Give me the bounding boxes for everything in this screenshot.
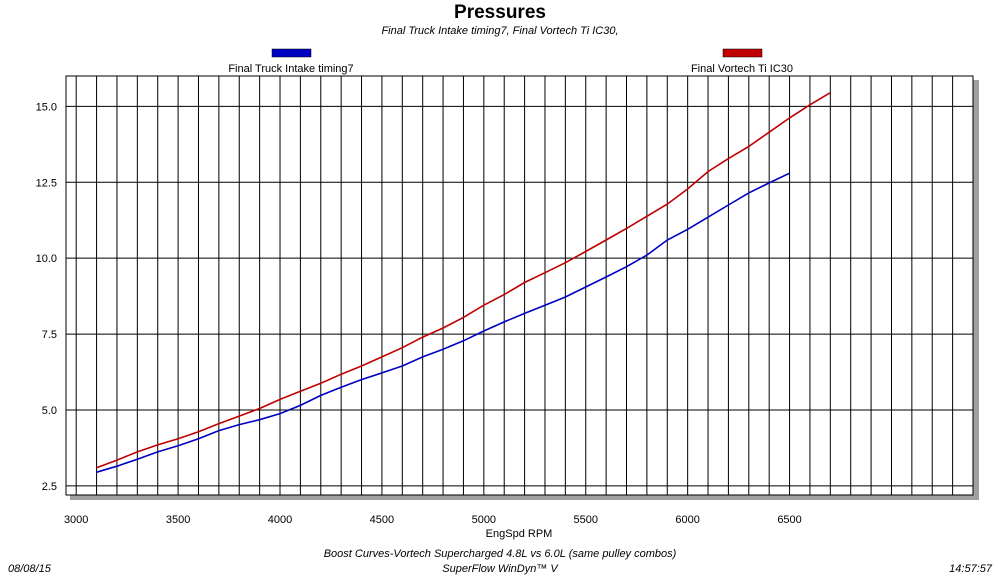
chart-title: Pressures — [454, 2, 546, 23]
x-tick-label: 4500 — [370, 514, 394, 526]
y-tick-label: 5.0 — [42, 405, 57, 417]
legend: Final Truck Intake timing7 Final Vortech… — [228, 48, 793, 75]
footer-time: 14:57:57 — [949, 563, 993, 575]
y-tick-label: 15.0 — [36, 101, 57, 113]
horizontal-gridlines — [66, 105, 973, 487]
x-tick-label: 3500 — [166, 514, 190, 526]
chart-subtitle: Final Truck Intake timing7, Final Vortec… — [381, 25, 618, 37]
footer-caption: Boost Curves-Vortech Supercharged 4.8L v… — [324, 548, 677, 560]
x-tick-label: 5000 — [472, 514, 496, 526]
y-tick-label: 7.5 — [42, 329, 57, 341]
y-tick-labels: 2.5 5.0 7.5 10.0 12.5 15.0 — [36, 101, 57, 493]
x-tick-label: 6000 — [675, 514, 699, 526]
x-tick-label: 3000 — [64, 514, 88, 526]
y-tick-label: 12.5 — [36, 177, 57, 189]
legend-swatch-blue — [271, 48, 312, 58]
x-tick-label: 5500 — [573, 514, 597, 526]
y-tick-label: 10.0 — [36, 253, 57, 265]
legend-label-series-1: Final Truck Intake timing7 — [228, 63, 353, 75]
x-tick-label: 6500 — [777, 514, 801, 526]
footer-software: SuperFlow WinDyn™ V — [442, 563, 559, 575]
series-lines — [96, 92, 831, 473]
x-axis-label: EngSpd RPM — [486, 528, 553, 540]
y-tick-label: 2.5 — [42, 481, 57, 493]
legend-label-series-2: Final Vortech Ti IC30 — [691, 63, 793, 75]
vertical-gridlines — [75, 76, 954, 495]
footer-date: 08/08/15 — [8, 563, 52, 575]
x-tick-label: 4000 — [268, 514, 292, 526]
x-tick-labels: 3000 3500 4000 4500 5000 5500 6000 6500 — [64, 514, 802, 526]
series-line-2 — [96, 92, 831, 469]
legend-swatch-red — [722, 48, 763, 58]
series-line-1 — [96, 172, 790, 473]
